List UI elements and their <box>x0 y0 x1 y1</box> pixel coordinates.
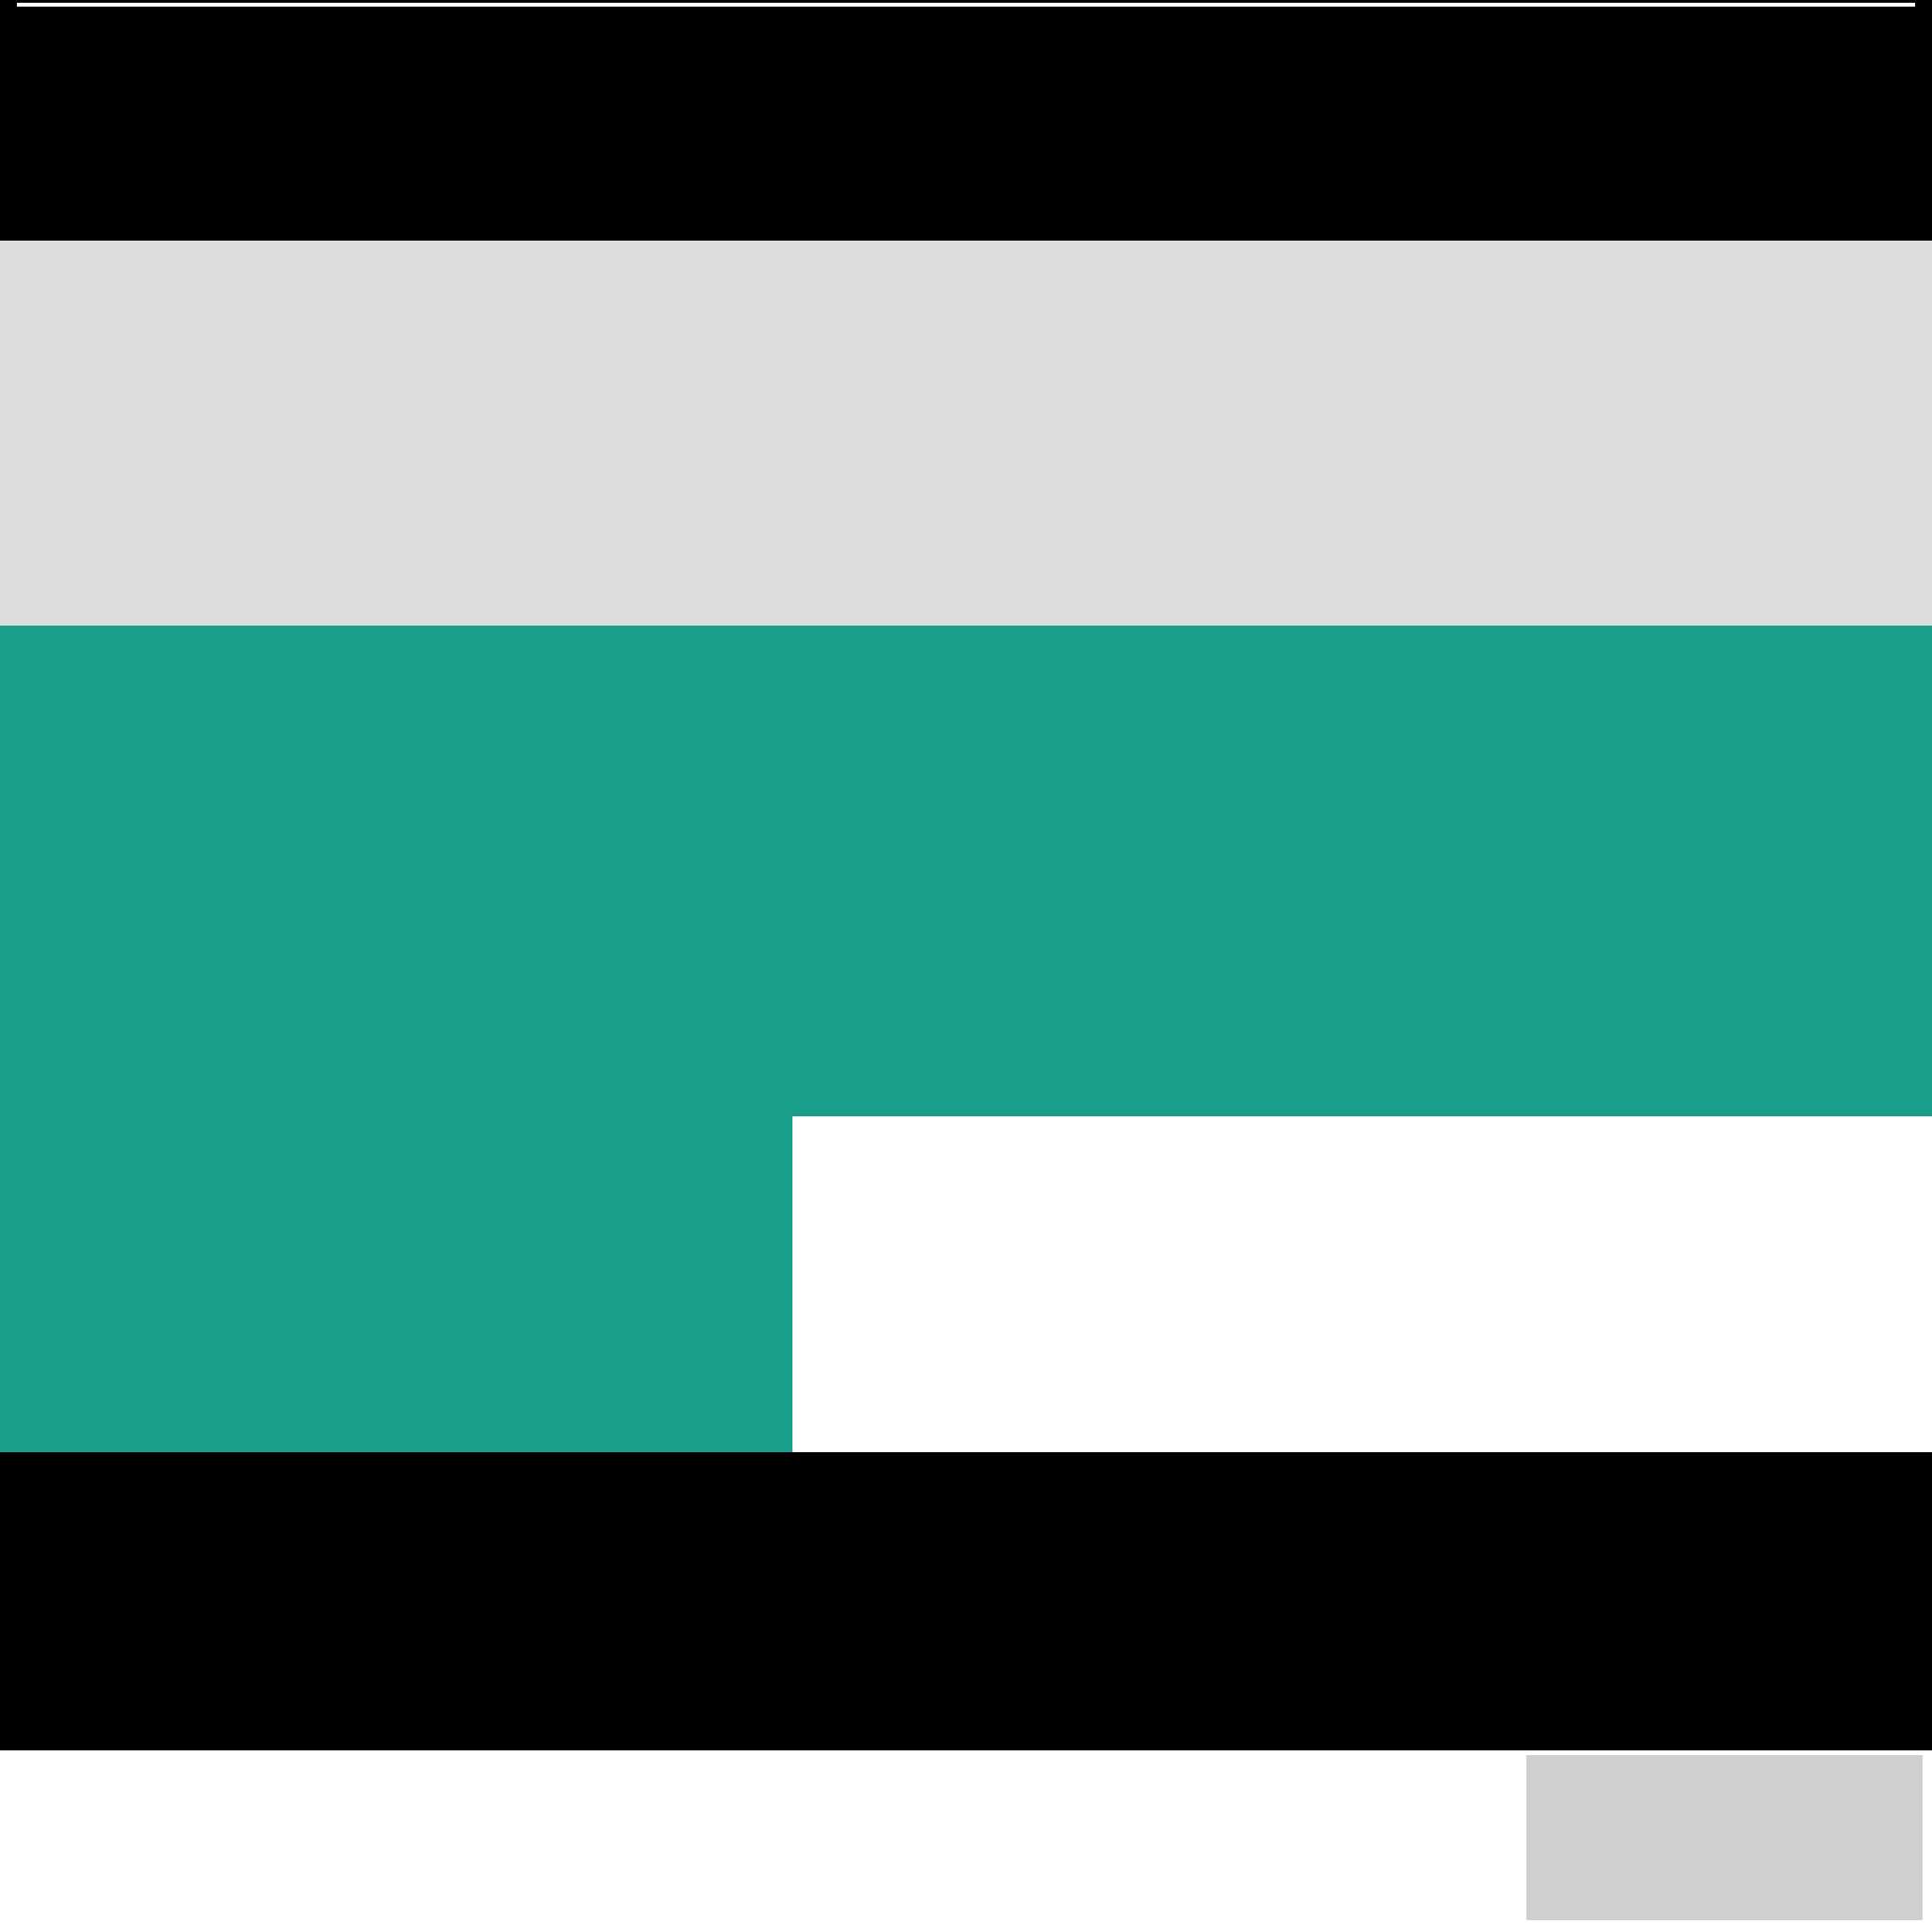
Text: Male sex, older age, higher tumour stage, and tumours
of the head, neck, and tru: Male sex, older age, higher tumour stage… <box>1014 1229 1710 1320</box>
Text: Local Excision Margins: Local Excision Margins <box>81 646 516 679</box>
X-axis label: LE margins (cm): LE margins (cm) <box>1321 1372 1461 1387</box>
Text: was associated with improved OS: was associated with improved OS <box>1206 631 1588 654</box>
Bar <box>1399 1193 1509 1337</box>
Text: TM: TM <box>1797 40 1814 54</box>
Bar <box>1561 995 1669 1337</box>
Text: In patients with localized stage I or II Merkel cell carcinoma, local excision
m: In patients with localized stage I or II… <box>607 1558 1480 1645</box>
Text: www.2minutemedicine.com: www.2minutemedicine.com <box>1642 1878 1806 1889</box>
Ellipse shape <box>1497 0 1855 248</box>
Text: 0.74: 0.74 <box>1146 1191 1188 1208</box>
Text: Retrospective Cohort: Retrospective Cohort <box>1316 267 1505 285</box>
Text: ▦  Jan 2004-Dec 2015: ▦ Jan 2004-Dec 2015 <box>570 287 746 300</box>
Text: @2minmed: @2minmed <box>1675 1784 1774 1799</box>
Bar <box>195 797 299 1356</box>
Text: Overall
Survival
(OS): Overall Survival (OS) <box>1793 371 1859 418</box>
Text: 1.0: 1.0 <box>1026 1085 1057 1102</box>
Text: 89.8%: 89.8% <box>489 1072 566 1093</box>
Text: 0.87: 0.87 <box>412 1260 458 1278</box>
X-axis label: LE margins (cm): LE margins (cm) <box>365 1391 504 1406</box>
Bar <box>1687 1264 1795 1337</box>
Text: Adjuvant radiotherapy: Adjuvant radiotherapy <box>808 631 1090 654</box>
Text: ©2 Minute Medicine, Inc.: ©2 Minute Medicine, Inc. <box>1642 1832 1806 1843</box>
Text: JAMA Dermatology: JAMA Dermatology <box>216 1857 352 1870</box>
Text: m: m <box>1714 139 1766 189</box>
Text: ⦿  National Cancer
Database (NCDB): ⦿ National Cancer Database (NCDB) <box>570 387 717 418</box>
Text: Adult patients
diagnosed with localized
stage I or II MCC: Adult patients diagnosed with localized … <box>943 373 1105 416</box>
Text: Andruska et al.: Andruska et al. <box>29 1857 143 1870</box>
Text: 76.7%: 76.7% <box>203 739 294 766</box>
Text: OS at 5-years: OS at 5-years <box>296 698 516 725</box>
Text: MERKEL CELL CARCINOMA: MERKEL CELL CARCINOMA <box>184 279 415 296</box>
Text: 0.56: 0.56 <box>1434 1264 1476 1281</box>
Text: Are local excision (LE)
margins greater than 1 cm
and adjuvant radiotherapy
asso: Are local excision (LE) margins greater … <box>191 325 408 439</box>
Bar <box>570 1245 674 1356</box>
Text: 1.0: 1.0 <box>232 1095 265 1114</box>
Text: Local excision margins greater than 1 cm and receipt
of radiotherapy are associa: Local excision margins greater than 1 cm… <box>29 52 976 165</box>
Text: m: m <box>1714 48 1766 96</box>
Y-axis label: Hazard Ratio: Hazard Ratio <box>858 989 875 1099</box>
Text: 2: 2 <box>1569 75 1633 162</box>
Bar <box>383 1160 487 1356</box>
Bar <box>1273 968 1383 1337</box>
Text: 0.48: 0.48 <box>1719 1297 1762 1314</box>
Y-axis label: Hazard Ratio: Hazard Ratio <box>83 995 100 1102</box>
Text: across all LE margins.: across all LE margins. <box>1221 702 1464 723</box>
Text: 0.81: 0.81 <box>1306 1162 1349 1179</box>
Legend: No Adjuvant Radiotherapy, Adjuvant Radiotherapy: No Adjuvant Radiotherapy, Adjuvant Radio… <box>1623 758 1857 812</box>
Bar <box>987 795 1095 1337</box>
Ellipse shape <box>71 1695 114 1730</box>
Text: . March 2021: . March 2021 <box>487 1857 582 1870</box>
Text: !: ! <box>66 1518 120 1632</box>
Bar <box>1113 1029 1221 1337</box>
Ellipse shape <box>1511 10 1841 239</box>
Text: 0.84: 0.84 <box>599 1297 645 1314</box>
Text: ⛹  n = 6156: ⛹ n = 6156 <box>570 518 661 531</box>
Text: 0.78: 0.78 <box>1594 1174 1636 1191</box>
Text: Definitive LE of primary
tumour with or without
adjuvant radiotherapy: Definitive LE of primary tumour with or … <box>1362 373 1517 416</box>
